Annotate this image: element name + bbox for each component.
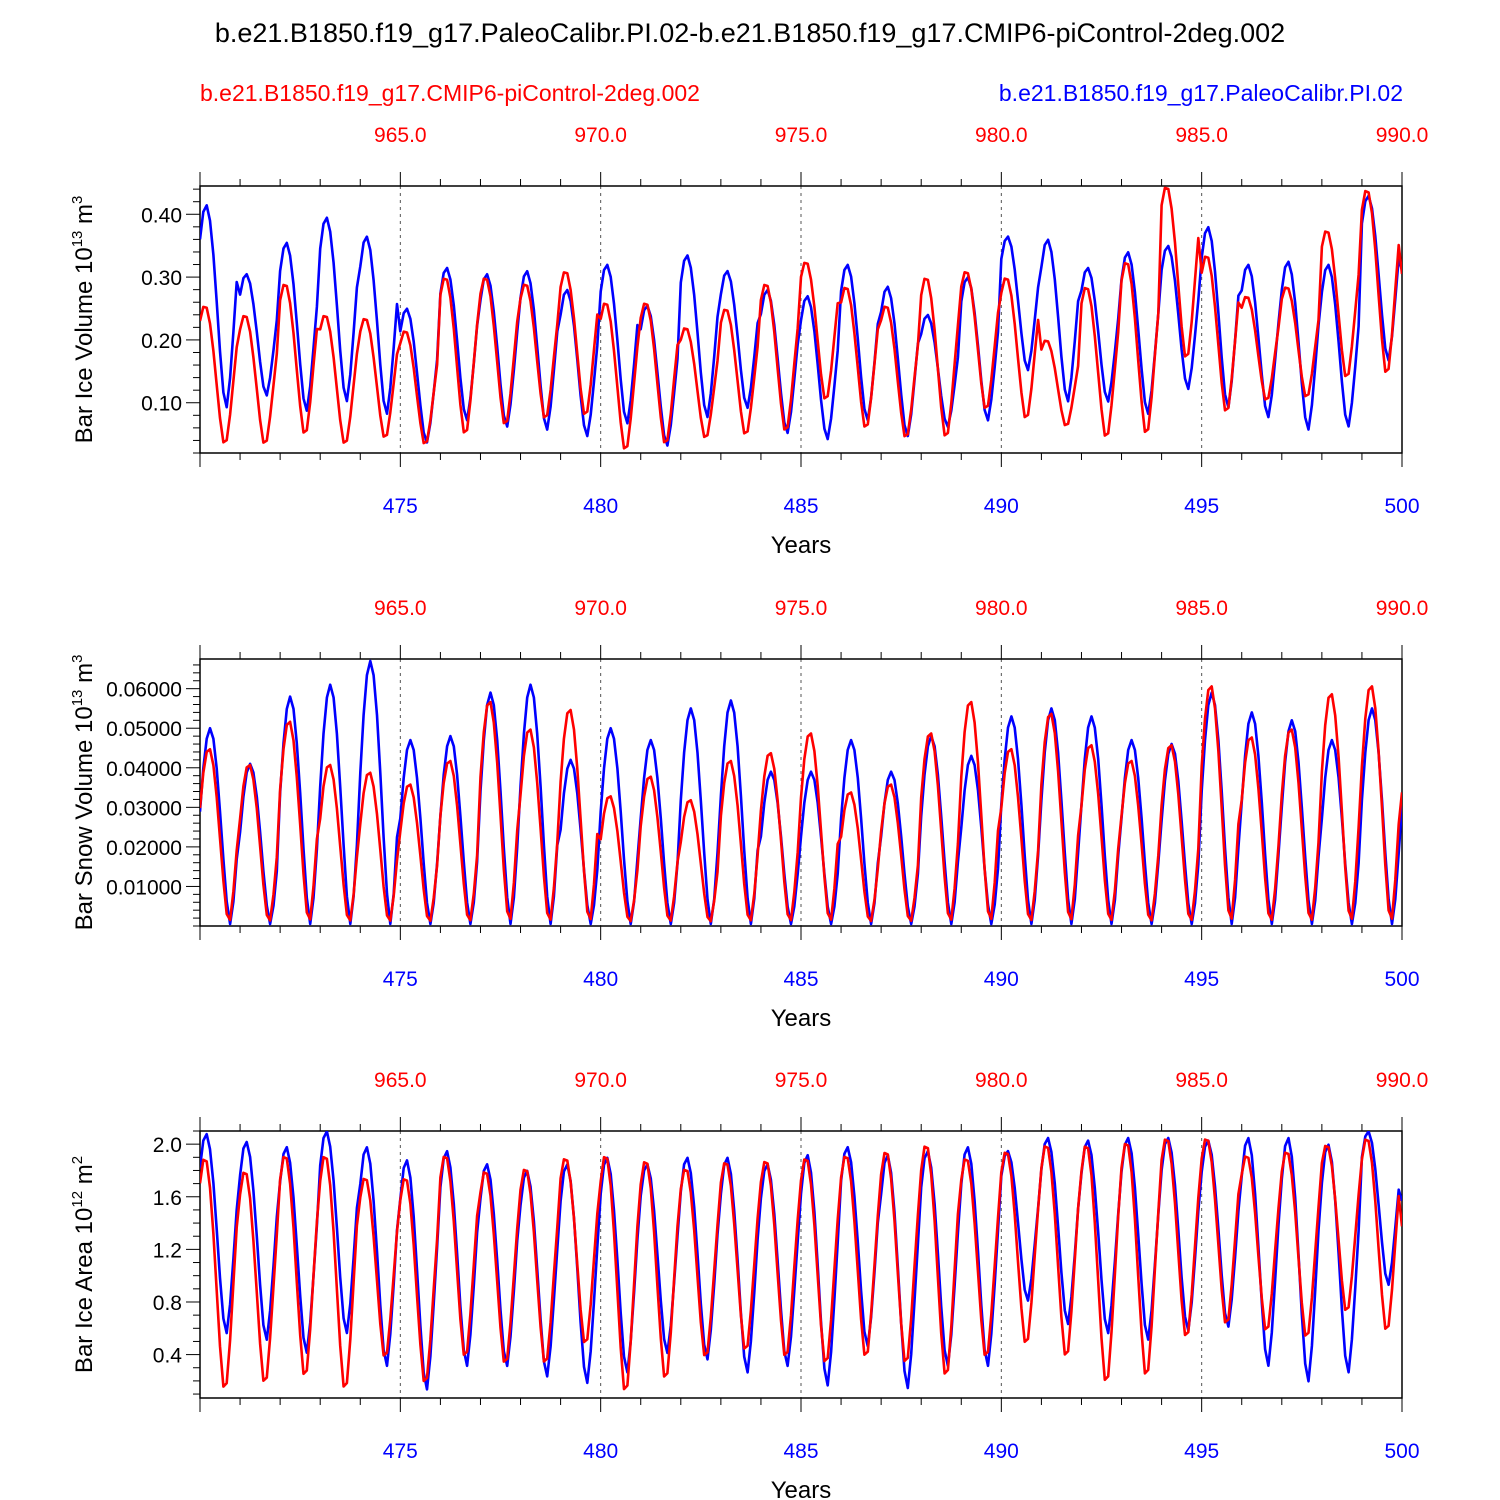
x-bottom-tick-label: 500 [1384, 1440, 1419, 1463]
y-tick-label: 1.6 [153, 1187, 182, 1210]
y-axis-title-part: m [71, 1164, 98, 1191]
x-bottom-tick-label: 490 [984, 968, 1019, 991]
x-bottom-tick-label: 495 [1184, 495, 1219, 518]
x-bottom-tick-label: 490 [984, 495, 1019, 518]
x-top-tick-label: 975.0 [775, 597, 828, 620]
y-tick-label: 2.0 [153, 1134, 182, 1157]
series-line-control [200, 685, 1402, 923]
x-top-tick-label: 990.0 [1376, 124, 1429, 147]
y-tick-label: 0.10 [141, 393, 182, 416]
x-top-tick-label: 975.0 [775, 124, 828, 147]
x-top-tick-label: 970.0 [574, 1069, 627, 1092]
series-line-control [200, 186, 1402, 450]
x-top-tick-label: 965.0 [374, 124, 427, 147]
chart-panel-1: 0.10 0.20 0.30 0.40 475 480 485 490 495 500 965.0 9… [69, 124, 1428, 559]
series-line-experiment [200, 194, 1402, 447]
y-axis-title-superscript: 12 [69, 1191, 86, 1208]
y-axis-title-part: m [71, 204, 98, 231]
y-tick-label: 0.30 [141, 267, 182, 290]
x-top-tick-label: 965.0 [374, 597, 427, 620]
x-axis-title: Years [771, 532, 832, 559]
y-axis-title-part: Bar Snow Volume 10 [71, 706, 98, 930]
x-bottom-tick-label: 495 [1184, 968, 1219, 991]
x-top-tick-label: 980.0 [975, 124, 1028, 147]
y-axis-title-superscript: 2 [69, 1156, 86, 1164]
x-bottom-tick-label: 485 [783, 495, 818, 518]
legend-control-label: b.e21.B1850.f19_g17.CMIP6-piControl-2deg… [200, 80, 700, 106]
y-tick-label: 0.05000 [106, 718, 182, 741]
y-axis-title: Bar Ice Area 1012 m2 [69, 1156, 98, 1373]
page-title: b.e21.B1850.f19_g17.PaleoCalibr.PI.02-b.… [214, 18, 1286, 48]
x-top-tick-label: 985.0 [1175, 597, 1228, 620]
x-top-tick-label: 990.0 [1376, 1069, 1429, 1092]
y-tick-label: 0.02000 [106, 837, 182, 860]
x-bottom-tick-label: 490 [984, 1440, 1019, 1463]
y-axis-title-superscript: 3 [69, 196, 86, 204]
x-top-tick-label: 980.0 [975, 597, 1028, 620]
x-bottom-tick-label: 480 [583, 968, 618, 991]
y-tick-label: 0.8 [153, 1292, 182, 1315]
x-bottom-tick-label: 500 [1384, 495, 1419, 518]
x-top-tick-label: 970.0 [574, 597, 627, 620]
series-line-control [200, 1138, 1402, 1391]
chart-panel-2: 0.01000 0.02000 0.03000 0.04000 0.05000 0.060… [69, 597, 1428, 1032]
x-bottom-tick-label: 480 [583, 495, 618, 518]
x-bottom-tick-label: 480 [583, 1440, 618, 1463]
x-top-tick-label: 980.0 [975, 1069, 1028, 1092]
y-axis-title-part: Bar Ice Volume 10 [71, 247, 98, 443]
y-axis-title-superscript: 13 [69, 231, 86, 248]
y-tick-label: 0.40 [141, 204, 182, 227]
y-tick-label: 0.03000 [106, 797, 182, 820]
y-tick-label: 0.4 [153, 1345, 183, 1368]
x-top-tick-label: 990.0 [1376, 597, 1429, 620]
x-top-tick-label: 975.0 [775, 1069, 828, 1092]
y-tick-label: 0.04000 [106, 758, 182, 781]
y-axis-title-part: Bar Ice Area 10 [71, 1208, 98, 1373]
y-axis-title-superscript: 13 [69, 690, 86, 707]
y-tick-label: 0.20 [141, 330, 182, 353]
x-bottom-tick-label: 475 [383, 495, 418, 518]
x-bottom-tick-label: 495 [1184, 1440, 1219, 1463]
x-top-tick-label: 965.0 [374, 1069, 427, 1092]
y-axis-title: Bar Snow Volume 1013 m3 [69, 655, 98, 931]
chart-panel-3: 0.4 0.8 1.2 1.6 2.0 475 480 485 490 495 500 965.0 97… [69, 1069, 1428, 1500]
x-axis-title: Years [771, 1005, 832, 1032]
legend-experiment-label: b.e21.B1850.f19_g17.PaleoCalibr.PI.02 [998, 80, 1403, 106]
x-bottom-tick-label: 485 [783, 968, 818, 991]
y-tick-label: 1.2 [153, 1239, 182, 1262]
x-top-tick-label: 985.0 [1175, 1069, 1228, 1092]
y-axis-title-superscript: 3 [69, 655, 86, 663]
y-tick-label: 0.01000 [106, 876, 182, 899]
y-axis-title-part: m [71, 663, 98, 690]
x-bottom-tick-label: 475 [383, 968, 418, 991]
y-tick-label: 0.06000 [106, 679, 182, 702]
x-top-tick-label: 985.0 [1175, 124, 1228, 147]
x-bottom-tick-label: 475 [383, 1440, 418, 1463]
x-bottom-tick-label: 500 [1384, 968, 1419, 991]
y-axis-title: Bar Ice Volume 1013 m3 [69, 196, 98, 444]
x-bottom-tick-label: 485 [783, 1440, 818, 1463]
x-axis-title: Years [771, 1477, 832, 1500]
x-top-tick-label: 970.0 [574, 124, 627, 147]
